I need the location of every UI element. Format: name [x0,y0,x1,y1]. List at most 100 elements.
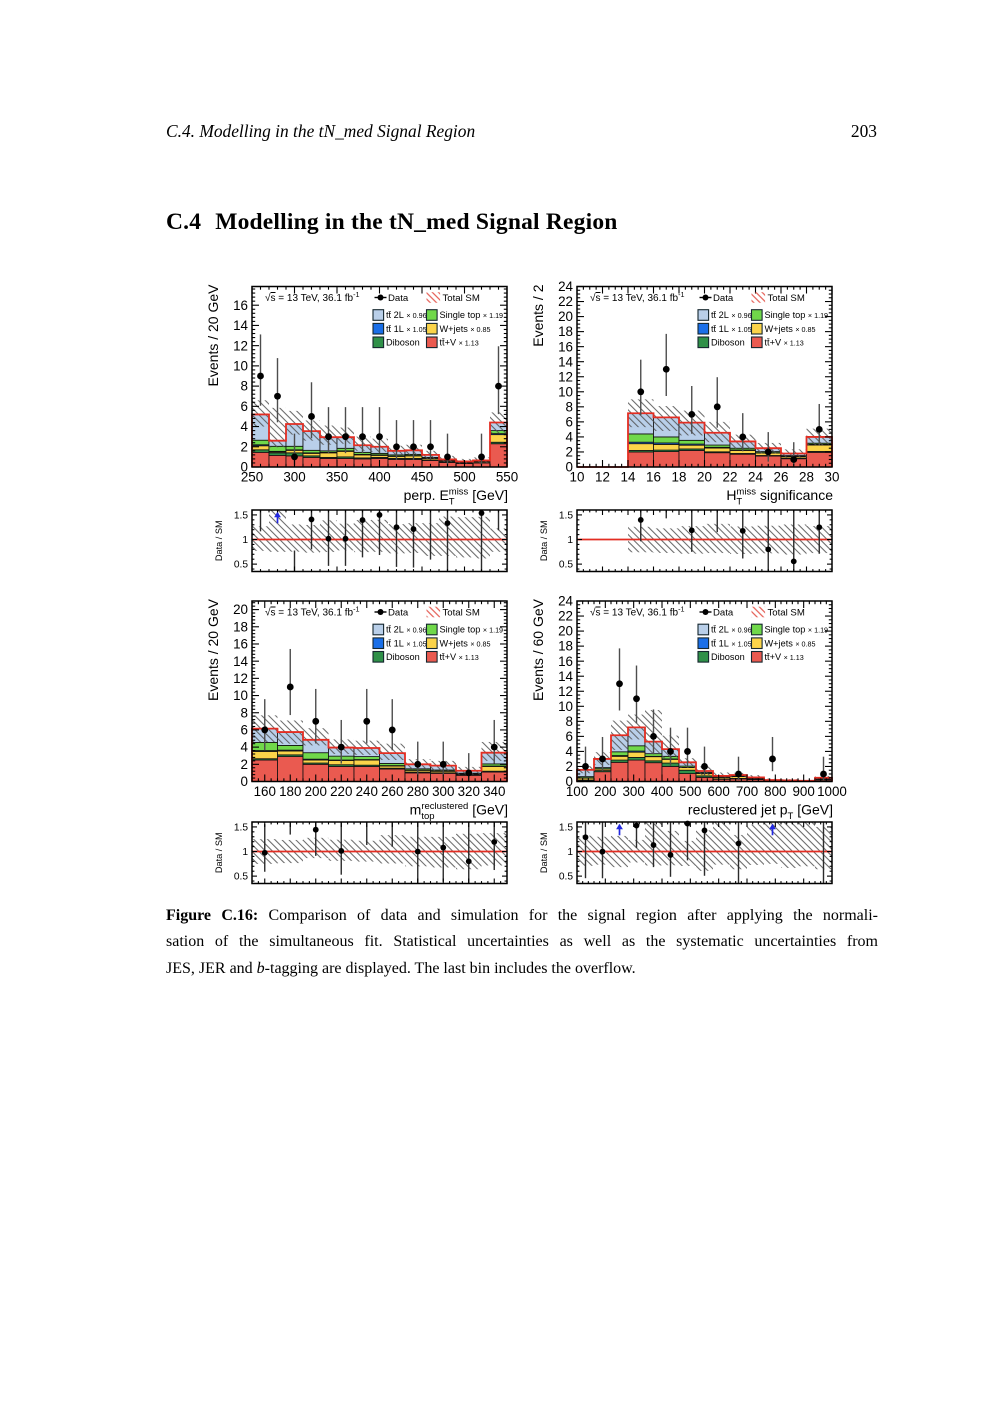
stack-segment-singletop [277,745,304,751]
total-sm-line [251,413,508,467]
section-number: C.4 [166,209,202,235]
data-point [427,443,434,451]
data-point [444,453,451,461]
svg-text:14: 14 [558,354,573,369]
legend-label-tt1L: tt̄ 1L × 1.05 [711,324,752,334]
ratio-offscale-arrow [616,823,623,836]
legend-swatch-tt2L [372,309,385,321]
main-panel: 250 300 350 400 450 500 550 0 2 4 6 8 10 12 14 16 perp. … [205,284,518,508]
data-point [363,717,371,725]
legend-label-ttV: tt̄+V × 1.13 [440,652,479,662]
data-points [261,648,498,781]
data-point [633,695,640,703]
legend-swatch-tt1L [697,637,710,650]
stack-segment-wjets [319,452,338,458]
data-point [713,403,721,411]
svg-text:220: 220 [330,784,352,799]
legend-swatch-singletop [750,623,763,636]
axis-ticks [251,821,508,884]
svg-text:350: 350 [326,470,348,485]
stack-segment-wjets [806,444,833,452]
svg-text:22: 22 [558,609,573,624]
svg-text:2: 2 [241,757,248,772]
legend-swatch-ttV [750,336,763,349]
stack-segment-wjets [353,454,372,459]
legend-swatch-tt1L [372,322,385,335]
ratio-point [444,520,451,527]
svg-text:20: 20 [697,470,712,485]
svg-text:1: 1 [567,847,573,858]
data-point [637,388,645,396]
svg-text:22: 22 [558,294,573,309]
svg-text:8: 8 [566,714,573,729]
svg-text:10: 10 [558,384,573,399]
svg-text:24: 24 [748,470,763,485]
data-point [312,717,320,725]
data-point [274,392,281,400]
ratio-panel: 0.5 1 1.5 Data / SM [214,821,508,885]
svg-text:300: 300 [432,784,454,799]
stack-segment-singletop [610,751,629,756]
ratio-point [312,826,319,833]
svg-text:10: 10 [233,358,248,373]
svg-text:T: T [736,497,742,508]
svg-text:280: 280 [407,784,429,799]
ratio-offscale-arrow [274,511,281,524]
legend-swatch-ttV [425,336,438,349]
ratio-y-axis-title: Data / SM [539,832,549,873]
svg-text:4: 4 [566,744,574,759]
legend-data-marker [699,609,712,615]
legend-swatch-diboson [372,650,385,663]
legend-label-wjets: W+jets × 0.85 [440,324,491,334]
svg-text:340: 340 [483,784,505,799]
ratio-tick-labels: 0.5 1 1.5 [234,823,249,883]
ratio-point [582,834,589,841]
section-heading: C.4 Modelling in the tN_med Signal Region [166,209,618,236]
svg-text:1: 1 [242,535,248,546]
ratio-offscale-arrow [769,823,776,836]
legend-swatch-wjets [425,322,438,335]
stack-segment-ttV [661,766,680,782]
svg-text:14: 14 [233,654,248,669]
legend-label-ttV: tt̄+V × 1.13 [765,338,804,348]
data-point [599,755,606,763]
svg-text:1.5: 1.5 [234,823,248,834]
svg-text:8: 8 [566,399,573,414]
svg-text:250: 250 [241,470,263,485]
svg-text:12: 12 [558,684,573,699]
ratio-point [440,844,447,851]
legend: √s = 13 TeV, 36.1 fb-1 Data Total SM tt̄ 2L… [265,605,503,663]
data-point [414,760,422,768]
legend-swatch-singletop [750,309,763,321]
svg-text:4: 4 [566,430,574,445]
svg-text:18: 18 [672,470,687,485]
data-point [790,456,798,463]
svg-text:200: 200 [305,784,327,799]
svg-text:12: 12 [558,369,573,384]
caption-line: JES, JER and b-tagging are displayed. Th… [166,959,636,977]
stack-segment-diboson [678,769,697,775]
svg-text:miss: miss [449,487,469,498]
legend-swatch-ttV [750,650,763,663]
stack-segment-singletop [627,745,646,752]
data-point [616,680,623,688]
ratio-point [765,546,772,553]
ratio-points [261,822,498,884]
legend-data-label: Data [388,608,409,619]
svg-text:260: 260 [381,784,403,799]
svg-text:10: 10 [558,699,573,714]
legend-data-marker [374,609,387,615]
legend-swatch-diboson [697,650,710,663]
legend-label-diboson: Diboson [711,652,745,662]
ratio-point [414,848,421,855]
data-points [637,333,823,466]
y-axis-title: Events / 20 GeV [205,598,221,701]
svg-text:28: 28 [799,470,814,485]
data-point [582,763,589,770]
svg-text:400: 400 [368,470,390,485]
data-point [701,763,708,770]
svg-text:2: 2 [566,445,573,460]
